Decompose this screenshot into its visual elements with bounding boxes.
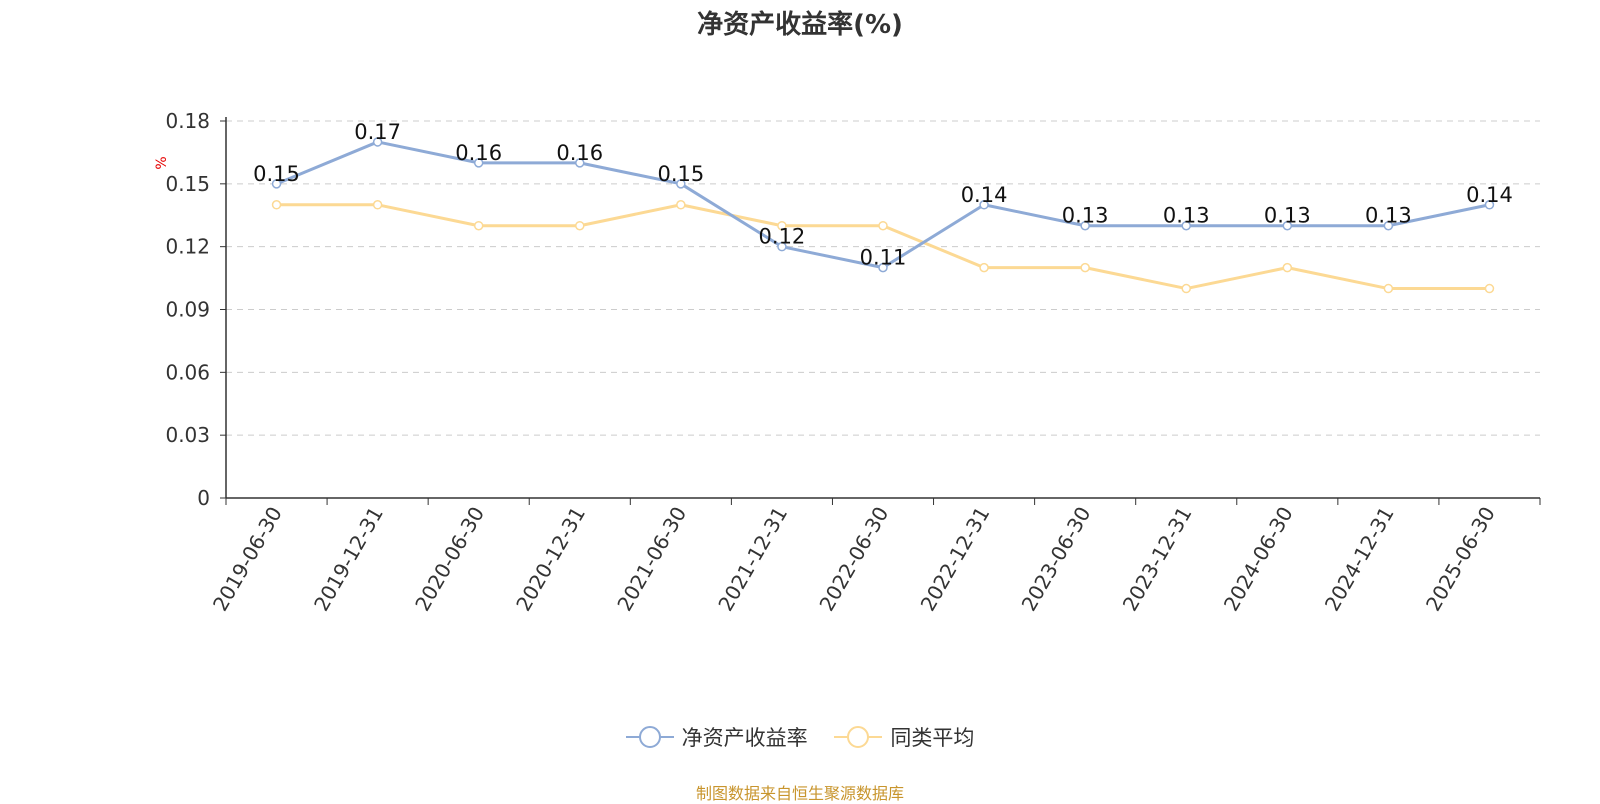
- legend-item-peer-avg[interactable]: 同类平均: [834, 722, 974, 752]
- data-label: 0.14: [961, 183, 1008, 207]
- y-tick-label: 0.09: [165, 298, 210, 322]
- data-point: [372, 137, 383, 147]
- data-source: 制图数据来自恒生聚源数据库: [695, 784, 904, 803]
- data-label: 0.17: [354, 120, 401, 144]
- y-tick-label: 0.03: [165, 423, 210, 447]
- x-tick-label: 2019-12-31: [309, 503, 388, 616]
- data-point: [1383, 283, 1394, 294]
- y-tick-label: 0.06: [165, 360, 210, 384]
- data-point: [473, 158, 484, 168]
- data-point: [777, 220, 787, 231]
- data-label: 0.15: [253, 162, 300, 186]
- data-label: 0.16: [556, 141, 603, 165]
- data-point: [271, 179, 282, 189]
- data-point: [878, 220, 888, 231]
- data-point: [372, 200, 383, 210]
- x-tick-label: 2020-12-31: [511, 503, 590, 616]
- line-chart: 0 0.03 0.06 0.09 0.12 0.15 0.18% 2019-06-30 2019…: [154, 109, 1541, 616]
- data-label: 0.13: [1163, 204, 1210, 228]
- x-tick-label: 2024-06-30: [1219, 503, 1298, 616]
- x-tick-label: 2022-12-31: [916, 503, 995, 616]
- x-tick-label: 2022-06-30: [814, 503, 893, 616]
- data-point: [777, 241, 787, 252]
- x-tick-label: 2020-06-30: [410, 503, 489, 616]
- legend-marker-roe: [625, 726, 674, 748]
- data-point: [1484, 283, 1495, 294]
- data-point: [1181, 220, 1191, 231]
- x-tick-label: 2023-12-31: [1118, 503, 1197, 616]
- data-point: [1484, 200, 1495, 210]
- data-label: 0.14: [1466, 183, 1513, 207]
- data-point: [676, 179, 686, 189]
- data-label: 0.12: [759, 225, 806, 249]
- data-point: [1080, 220, 1090, 231]
- legend: 净资产收益率 同类平均: [0, 722, 1600, 754]
- data-point: [1080, 262, 1090, 273]
- data-label: 0.15: [657, 162, 704, 186]
- x-tick-label: 2021-06-30: [612, 503, 691, 616]
- data-point: [1383, 220, 1394, 231]
- data-point: [575, 220, 585, 231]
- data-point: [979, 262, 989, 273]
- chart-title: 净资产收益率(%): [697, 10, 903, 40]
- data-point: [575, 158, 585, 168]
- y-tick-label: 0: [197, 486, 210, 510]
- legend-marker-peer-avg: [834, 726, 883, 748]
- y-tick-label: 0.18: [165, 109, 210, 133]
- y-tick-label: 0.12: [165, 235, 210, 259]
- legend-label-peer-avg: 同类平均: [890, 726, 975, 750]
- x-tick-label: 2024-12-31: [1320, 503, 1399, 616]
- data-point: [878, 262, 888, 273]
- data-label: 0.16: [455, 141, 502, 165]
- legend-label-roe: 净资产收益率: [681, 726, 808, 750]
- y-tick-label: 0.15: [165, 172, 210, 196]
- data-point: [1181, 283, 1191, 294]
- data-point: [473, 220, 484, 231]
- data-point: [676, 200, 686, 210]
- data-point: [1282, 220, 1293, 231]
- data-point: [979, 200, 989, 210]
- y-axis-label: %: [154, 156, 170, 169]
- data-label: 0.13: [1264, 204, 1311, 228]
- data-label: 0.11: [860, 246, 907, 270]
- x-tick-label: 2021-12-31: [713, 503, 792, 616]
- x-tick-label: 2019-06-30: [208, 503, 287, 616]
- data-label: 0.13: [1365, 204, 1412, 228]
- data-point: [1282, 262, 1293, 273]
- legend-item-roe[interactable]: 净资产收益率: [625, 722, 808, 752]
- x-tick-label: 2025-06-30: [1421, 503, 1500, 616]
- x-tick-label: 2023-06-30: [1017, 503, 1096, 616]
- data-point: [271, 200, 282, 210]
- data-label: 0.13: [1062, 204, 1109, 228]
